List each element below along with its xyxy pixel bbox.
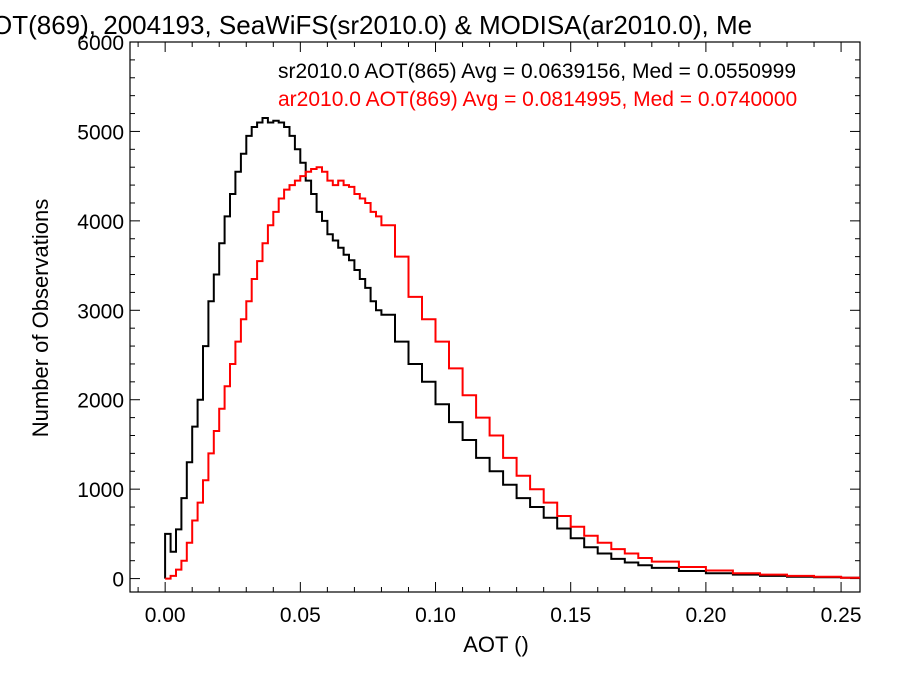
- series-line-0: [164, 117, 860, 579]
- y-tick-label-1: 1000: [77, 479, 124, 502]
- x-axis-label: AOT (): [463, 632, 529, 657]
- y-tick-label-3: 3000: [77, 300, 124, 323]
- x-tick-label-2: 0.10: [415, 604, 456, 627]
- legend-entry-ar2010: ar2010.0 AOT(869) Avg = 0.0814995, Med =…: [278, 88, 797, 111]
- x-tick-label-3: 0.15: [550, 604, 591, 627]
- x-tick-label-4: 0.20: [685, 604, 726, 627]
- x-tick-label-5: 0.25: [821, 604, 862, 627]
- y-tick-label-6: 6000: [77, 32, 124, 55]
- y-tick-label-2: 2000: [77, 390, 124, 413]
- y-tick-label-5: 5000: [77, 121, 124, 144]
- x-tick-label-1: 0.05: [280, 604, 321, 627]
- y-tick-label-4: 4000: [77, 211, 124, 234]
- plot-frame: [129, 41, 861, 593]
- y-axis-label: Number of Observations: [28, 199, 53, 437]
- y-tick-label-0: 0: [112, 569, 124, 592]
- plot-area: 0.00 0.05 0.10 0.15 0.20 0.25 0 1000 2000 3000 400…: [77, 32, 861, 627]
- series-line-1: [165, 166, 860, 580]
- chart-title: OT(869), 2004193, SeaWiFS(sr2010.0) & MO…: [0, 10, 752, 40]
- x-tick-label-0: 0.00: [145, 604, 186, 627]
- legend-entry-sr2010: sr2010.0 AOT(865) Avg = 0.0639156, Med =…: [278, 60, 796, 83]
